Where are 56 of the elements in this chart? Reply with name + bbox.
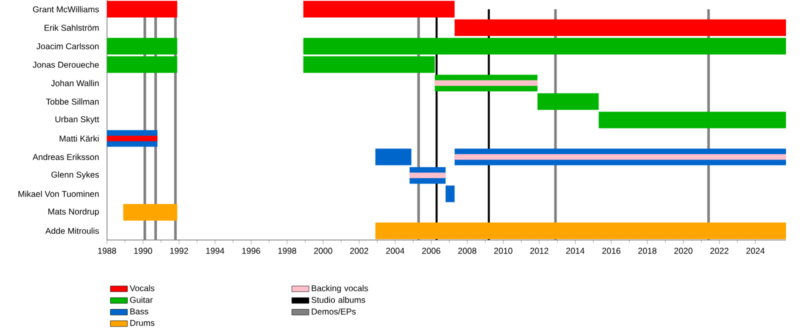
x-tick-label: 2022 (710, 248, 728, 254)
x-tick-label: 2010 (494, 248, 512, 254)
x-tick-label: 1992 (170, 248, 188, 254)
x-tick-label: 2000 (314, 248, 332, 254)
bar (434, 80, 538, 86)
y-tick-label: Glenn Sykes (51, 171, 99, 180)
bar (375, 148, 412, 166)
legend-label: Backing vocals (312, 285, 368, 293)
x-tick-label: 2012 (530, 248, 548, 254)
bar (107, 136, 158, 142)
bar (598, 112, 786, 128)
bar (454, 154, 786, 160)
x-tick-label: 2024 (746, 248, 765, 254)
legend-label: Vocals (130, 285, 154, 292)
bar (107, 56, 178, 73)
legend-label: Drums (130, 320, 154, 326)
y-tick-label: Adde Mitroulis (45, 228, 99, 234)
legend-label: Guitar (130, 296, 153, 303)
x-tick-label: 2020 (674, 248, 692, 254)
x-tick-label: 2008 (458, 248, 476, 254)
x-tick-label: 2016 (602, 248, 620, 254)
y-tick-label: Erik Sahlström (44, 24, 99, 31)
bar (123, 204, 178, 221)
x-tick-label: 1996 (242, 248, 260, 254)
x-tick-label: 2014 (566, 248, 584, 254)
bar (303, 38, 786, 54)
bar (446, 186, 455, 202)
legend-label: Demos/EPs (312, 308, 356, 315)
bar (410, 172, 446, 178)
y-tick-label: Mikael Von Tuominen (18, 190, 99, 197)
bar (537, 93, 599, 110)
y-tick-label: Matti Kärki (60, 135, 99, 142)
y-tick-label: Grant McWilliams (33, 6, 99, 12)
bar (454, 19, 786, 36)
x-tick-label: 2006 (422, 248, 440, 254)
y-tick-label: Joacim Carlsson (36, 43, 99, 50)
x-tick-label: 1994 (206, 248, 224, 254)
y-tick-label: Tobbe Sillman (46, 98, 99, 105)
bar (303, 56, 435, 73)
bar (107, 0, 178, 18)
x-tick-label: 1998 (278, 248, 296, 254)
bar (107, 38, 178, 54)
legend-label: Bass (130, 308, 148, 314)
legend-label: Studio albums (312, 296, 366, 303)
y-tick-label: Andreas Eriksson (32, 154, 99, 160)
y-tick-label: Urban Skytt (55, 116, 100, 124)
x-tick-label: 1990 (134, 248, 152, 254)
x-tick-label: 2018 (638, 248, 656, 254)
x-tick-label: 2002 (350, 248, 368, 254)
x-tick-label: 2004 (386, 248, 404, 254)
y-tick-label: Jonas Deroueche (32, 61, 99, 68)
bar (375, 222, 786, 240)
y-tick-label: Johan Wallin (50, 80, 99, 86)
bar (303, 0, 455, 18)
x-tick-label: 1988 (98, 248, 116, 254)
y-tick-label: Mats Nordrup (48, 208, 99, 216)
